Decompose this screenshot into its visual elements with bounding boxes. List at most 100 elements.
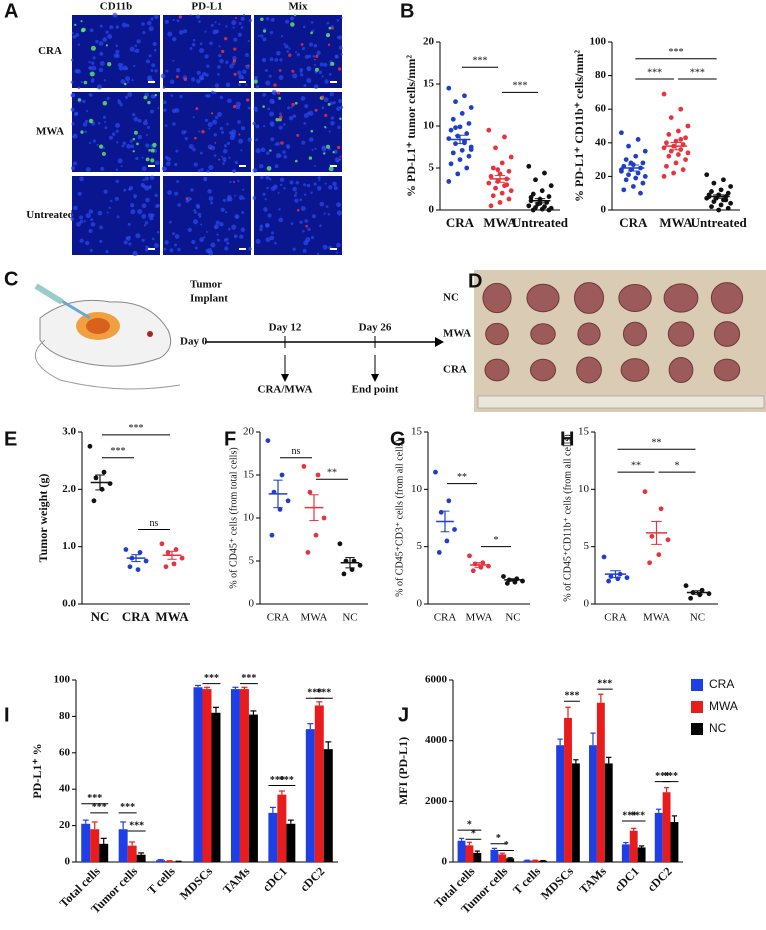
nucleus [105, 250, 109, 254]
cd11b-signal [80, 130, 84, 134]
data-point [459, 111, 465, 116]
y-tick-label: 100 [54, 674, 71, 686]
cd11b-signal [77, 98, 82, 102]
nucleus [247, 137, 252, 142]
nucleus [108, 135, 113, 140]
nucleus [336, 106, 341, 112]
nucleus [127, 81, 130, 84]
data-point [668, 115, 674, 120]
day-label: Day 12 [269, 322, 302, 334]
nucleus [283, 155, 288, 159]
nucleus [129, 203, 135, 208]
nucleus [259, 224, 264, 229]
nucleus [193, 162, 198, 167]
nucleus [263, 124, 266, 128]
data-point [673, 160, 679, 166]
nucleus [129, 46, 135, 52]
y-tick-label: 60 [59, 746, 71, 758]
nucleus [275, 153, 281, 159]
significance-label: *** [316, 687, 331, 698]
nucleus [237, 179, 240, 183]
pdl1-signal [280, 141, 284, 145]
nucleus [216, 238, 221, 242]
cd11b-signal [101, 151, 106, 156]
nucleus [258, 163, 264, 169]
column-header: CD11b [100, 1, 132, 13]
nucleus [141, 213, 147, 219]
y-tick-label: 3.0 [62, 426, 76, 438]
data-point [725, 190, 731, 196]
scale-bar [148, 165, 155, 167]
nucleus [167, 31, 173, 37]
nucleus [278, 217, 284, 223]
nucleus [79, 215, 84, 220]
tumor [484, 358, 510, 382]
tumor [573, 282, 605, 314]
nucleus [147, 125, 151, 129]
nucleus [278, 208, 281, 211]
cd11b-signal [90, 45, 96, 51]
data-point [135, 567, 141, 572]
nucleus [240, 126, 246, 131]
nucleus [133, 116, 139, 122]
data-point [711, 199, 717, 205]
cd11b-signal [262, 105, 266, 108]
nucleus [172, 59, 175, 62]
nucleus [318, 179, 321, 182]
nucleus [334, 157, 340, 163]
bar [506, 858, 515, 862]
significance-label: * [471, 829, 476, 840]
nucleus [70, 80, 74, 84]
nucleus [197, 212, 202, 217]
nucleus [301, 140, 306, 145]
nucleus [218, 45, 221, 48]
pdl1-signal [195, 107, 199, 110]
nucleus [289, 180, 294, 185]
y-tick-label: 0 [417, 598, 423, 610]
data-point [633, 153, 639, 159]
nucleus [127, 222, 131, 226]
nucleus [190, 188, 194, 192]
data-point [649, 533, 655, 539]
cd11b-signal [145, 157, 150, 162]
data-point [450, 150, 456, 156]
nucleus [125, 76, 131, 82]
nucleus [232, 26, 235, 29]
nucleus [178, 30, 184, 35]
pdl1-signal [238, 133, 241, 136]
nucleus [121, 144, 125, 148]
nucleus [120, 63, 124, 67]
y-tick-label: 20 [423, 36, 435, 48]
pdl1-signal [305, 224, 309, 228]
nucleus [300, 205, 306, 211]
scale-bar [239, 248, 246, 250]
nucleus [174, 162, 178, 167]
nucleus [329, 91, 334, 97]
data-point [601, 554, 607, 560]
data-point [163, 564, 169, 570]
data-point [341, 571, 347, 577]
nucleus [310, 21, 314, 24]
pdl1-signal [233, 47, 237, 51]
nucleus [145, 143, 150, 148]
nucleus [165, 161, 171, 167]
nucleus [310, 191, 313, 194]
nucleus [292, 247, 296, 251]
nucleus [199, 48, 205, 54]
nucleus [131, 112, 136, 117]
nucleus [103, 120, 106, 123]
nucleus [254, 109, 258, 113]
nucleus [214, 83, 220, 88]
nucleus [242, 69, 247, 74]
nucleus [210, 145, 216, 151]
nucleus [219, 222, 224, 227]
nucleus [306, 78, 312, 84]
significance-label: *** [129, 820, 144, 831]
data-point [173, 547, 179, 552]
y-tick-label: 10 [411, 483, 423, 495]
nucleus [162, 86, 166, 89]
nucleus [238, 21, 242, 25]
nucleus [151, 63, 156, 68]
significance-label: *** [270, 775, 285, 786]
data-point [436, 550, 442, 555]
